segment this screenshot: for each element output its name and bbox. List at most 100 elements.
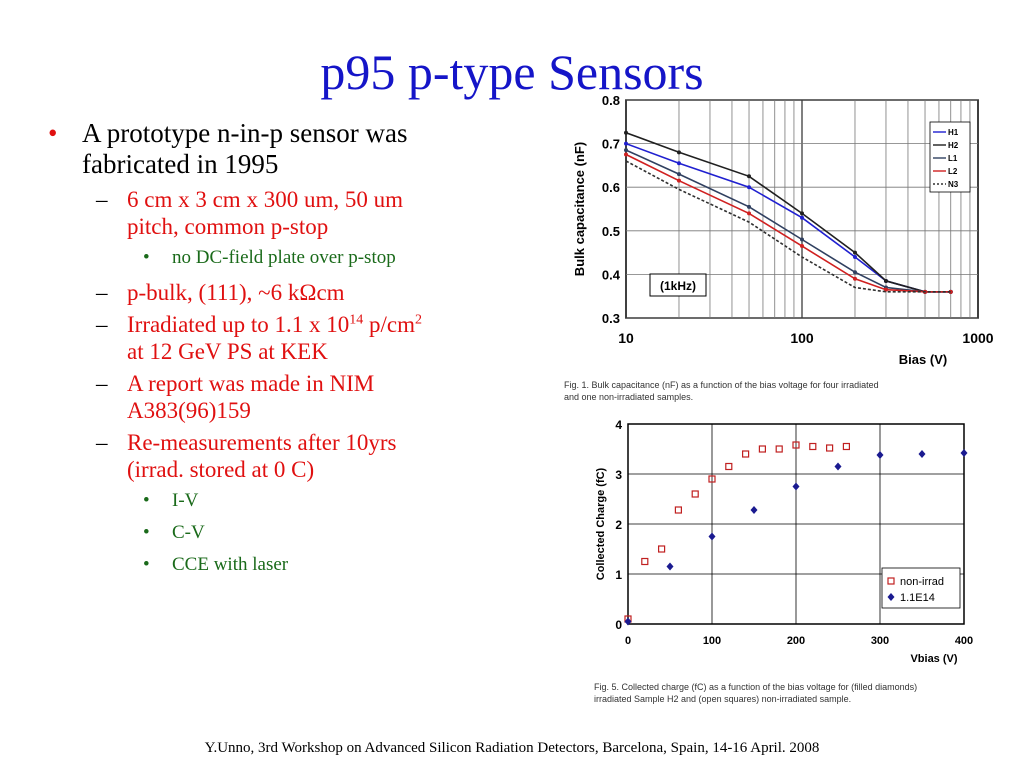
y-tick-label: 0	[615, 618, 622, 632]
sub-bullet-remeasure: – Re-measurements after 10yrs (irrad. st…	[40, 429, 520, 483]
x-tick-label: 100	[790, 330, 814, 346]
data-point	[792, 441, 800, 449]
data-point	[624, 617, 632, 626]
x-tick-label: 300	[871, 635, 889, 647]
data-point	[918, 450, 926, 458]
data-point	[800, 237, 804, 242]
dash-marker: –	[96, 280, 108, 305]
data-point	[883, 287, 888, 292]
data-point	[883, 278, 888, 283]
legend-label: H1	[948, 128, 959, 137]
sub-bullet-text: at 12 GeV PS at KEK	[127, 339, 328, 364]
data-point	[691, 490, 699, 498]
x-tick-label: 1000	[962, 330, 993, 346]
superscript: 14	[349, 312, 364, 328]
data-point	[960, 449, 968, 457]
x-tick-label: 100	[703, 635, 721, 647]
bullet-marker: •	[48, 118, 58, 148]
legend-label: H2	[948, 141, 959, 150]
y-tick-label: 0.7	[602, 137, 620, 152]
dash-marker: –	[96, 430, 108, 455]
legend-label: non-irrad	[900, 576, 944, 588]
y-tick-label: 0.4	[602, 267, 621, 282]
data-point	[666, 562, 674, 571]
data-point	[624, 141, 628, 146]
sub-sub-bullet-text: no DC-field plate over p-stop	[172, 247, 396, 268]
legend-label: 1.1E14	[900, 592, 935, 604]
bullet-marker: •	[143, 490, 150, 511]
data-point	[800, 244, 804, 249]
y-tick-label: 0.8	[602, 93, 620, 108]
data-point	[747, 174, 752, 179]
data-point	[725, 462, 733, 471]
data-point	[826, 444, 834, 452]
dash-marker: –	[96, 312, 108, 337]
data-point	[809, 442, 817, 451]
sub-bullet-text: A383(96)159	[127, 398, 251, 423]
dash-marker: –	[96, 371, 108, 396]
sub-bullet-text: Re-measurements after 10yrs	[127, 430, 397, 455]
sub-bullet-text: p-bulk, (111), ~6 kΩcm	[127, 280, 345, 305]
x-axis-label: Bias (V)	[899, 352, 947, 367]
y-tick-label: 3	[615, 468, 622, 482]
sub-bullet-text: A report was made in NIM	[127, 371, 375, 396]
series-line	[625, 160, 951, 293]
y-tick-label: 0.3	[602, 311, 620, 326]
sub-bullet-bulk: – p-bulk, (111), ~6 kΩcm	[40, 279, 520, 306]
sub-sub-bullet-cce: • CCE with laser	[40, 552, 520, 578]
x-tick-label: 400	[955, 635, 973, 647]
figure-caption: and one non-irradiated samples.	[564, 392, 693, 402]
superscript: 2	[415, 312, 423, 328]
sub-bullet-text: p/cm	[363, 312, 416, 337]
data-point	[792, 482, 800, 491]
sub-sub-bullet-text: I-V	[172, 490, 199, 511]
figure-caption: irradiated Sample H2 and (open squares) …	[594, 694, 851, 704]
sub-bullet-text: (irrad. stored at 0 C)	[127, 457, 315, 482]
y-axis-label: Collected Charge (fC)	[595, 467, 607, 580]
data-point	[624, 148, 628, 153]
dash-marker: –	[96, 187, 108, 212]
data-point	[800, 215, 804, 220]
data-point	[747, 204, 752, 209]
bullet-marker: •	[143, 554, 150, 575]
legend-box	[881, 567, 961, 609]
data-point	[852, 270, 857, 275]
data-point	[750, 506, 758, 514]
data-point	[747, 211, 752, 216]
data-point	[676, 150, 681, 155]
x-tick-label: 200	[787, 635, 805, 647]
y-tick-label: 2	[615, 518, 622, 532]
sub-sub-bullet-cv: • C-V	[40, 520, 520, 546]
data-point	[676, 172, 681, 177]
data-point	[674, 506, 683, 514]
legend-swatch	[887, 593, 895, 601]
y-tick-label: 0.5	[602, 224, 620, 239]
sub-bullet-dimensions: – 6 cm x 3 cm x 300 um, 50 um pitch, com…	[40, 186, 520, 240]
data-point	[624, 152, 628, 157]
data-point	[676, 161, 681, 166]
legend-label: L1	[948, 154, 958, 163]
data-point	[842, 442, 850, 451]
data-point	[657, 545, 666, 553]
sub-bullet-text: 6 cm x 3 cm x 300 um, 50 um	[127, 187, 403, 212]
bullet-text: fabricated in 1995	[82, 149, 279, 179]
annotation-text: (1kHz)	[660, 279, 696, 293]
data-point	[708, 475, 716, 483]
data-point	[775, 445, 783, 453]
legend-label: N3	[948, 180, 959, 189]
slide-footer: Y.Unno, 3rd Workshop on Advanced Silicon…	[204, 740, 820, 756]
legend-box	[929, 121, 971, 193]
x-tick-label: 10	[618, 330, 634, 346]
data-point	[676, 178, 681, 183]
sub-bullet-irradiated: – Irradiated up to 1.1 x 1014 p/cm2 at 1…	[40, 311, 520, 365]
data-point	[834, 462, 842, 471]
sub-sub-bullet-text: CCE with laser	[172, 554, 289, 575]
slide-title: p95 p-type Sensors	[320, 44, 704, 100]
data-point	[852, 250, 857, 255]
bullet-marker: •	[143, 522, 150, 543]
data-point	[800, 211, 804, 216]
sub-bullet-report: – A report was made in NIM A383(96)159	[40, 370, 520, 424]
sub-bullet-text: Irradiated up to 1.1 x 10	[127, 312, 350, 337]
x-tick-label: 0	[625, 635, 631, 647]
bullet-list: • A prototype n-in-p sensor was fabricat…	[40, 118, 520, 586]
